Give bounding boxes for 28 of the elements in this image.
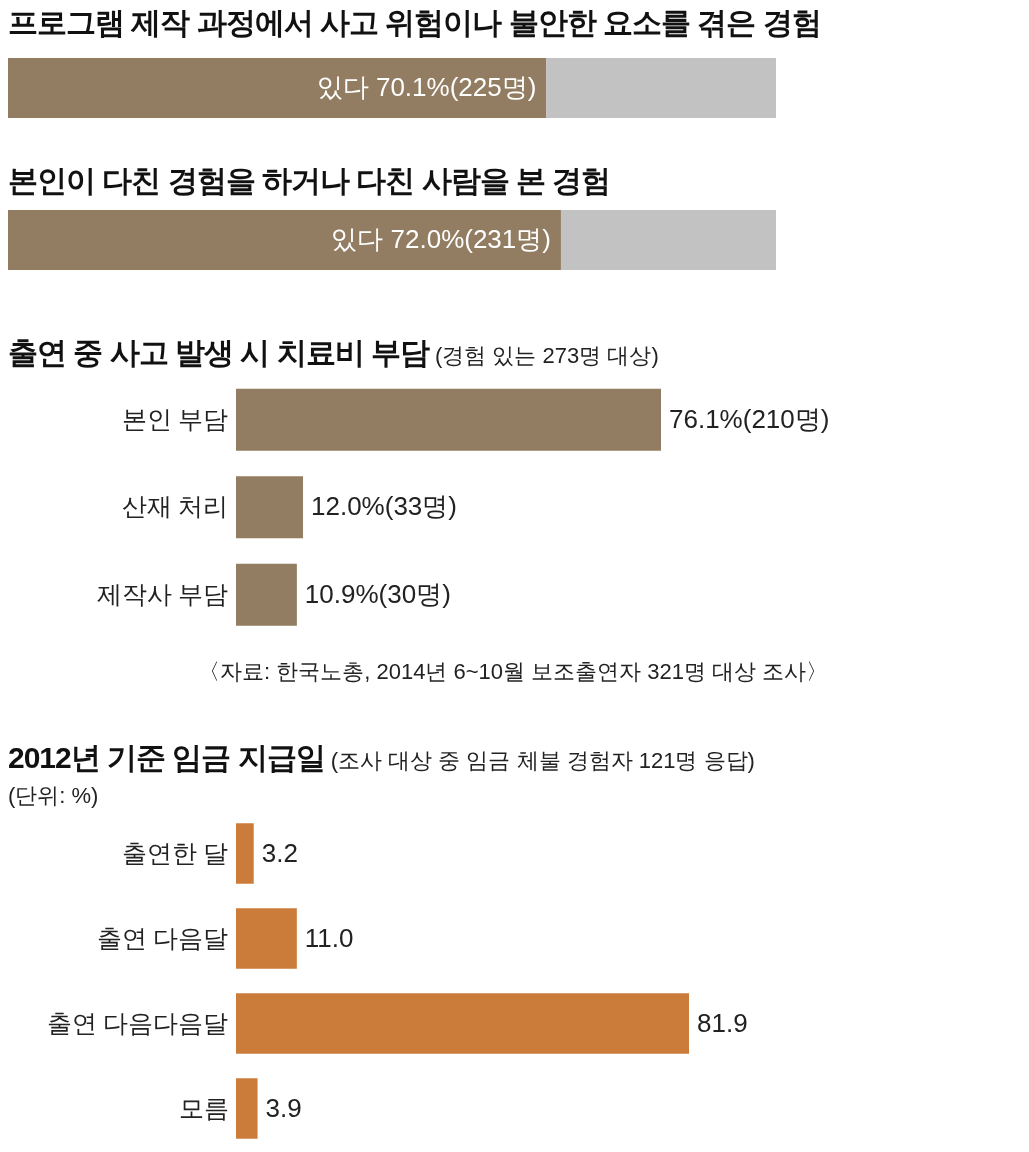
- text: 〈자료: 한국노총, 2014년 6~10월 보조출연자 321명 대상 조사〉: [197, 657, 830, 686]
- bar: [236, 1078, 258, 1139]
- chart-title: 본인이 다친 경험을 하거나 다친 사람을 본 경험: [7, 163, 612, 199]
- chart-title: 2012년 기준 임금 지급일: [8, 741, 325, 774]
- y-tick-label: 산재 처리: [121, 492, 229, 521]
- chart-title: 프로그램 제작 과정에서 사고 위험이나 불안한 요소를 겪은 경험: [7, 5, 822, 41]
- y-tick-label: 출연한 달: [121, 838, 229, 867]
- chart-subtitle: (경험 있는 273명 대상): [435, 343, 659, 368]
- chart-title: 출연 중 사고 발생 시 치료비 부담: [8, 336, 430, 369]
- y-tick-label: 모름: [178, 1093, 229, 1122]
- chart-subtitle: (조사 대상 중 임금 체불 경험자 121명 응답): [330, 748, 755, 773]
- y-tick-label: 출연 다음달: [96, 923, 229, 952]
- data-label: 10.9%(30명): [304, 578, 451, 609]
- data-label: 81.9: [697, 1007, 748, 1038]
- y-tick-label: 출연 다음다음달: [46, 1008, 229, 1037]
- data-label: 3.9: [265, 1092, 302, 1123]
- data-label: 3.2: [261, 837, 298, 868]
- data-label: 11.0: [304, 922, 354, 953]
- data-label: 있다 70.1%(225명): [316, 72, 537, 102]
- data-label: 76.1%(210명): [669, 403, 830, 434]
- data-label: 있다 72.0%(231명): [331, 224, 551, 254]
- bar: [236, 908, 297, 969]
- bar: [236, 993, 689, 1054]
- y-tick-label: 제작사 부담: [96, 579, 229, 608]
- text: (단위: %): [7, 782, 100, 810]
- bar: [236, 823, 254, 884]
- data-label: 12.0%(33명): [311, 491, 457, 522]
- y-tick-label: 본인 부담: [121, 404, 229, 433]
